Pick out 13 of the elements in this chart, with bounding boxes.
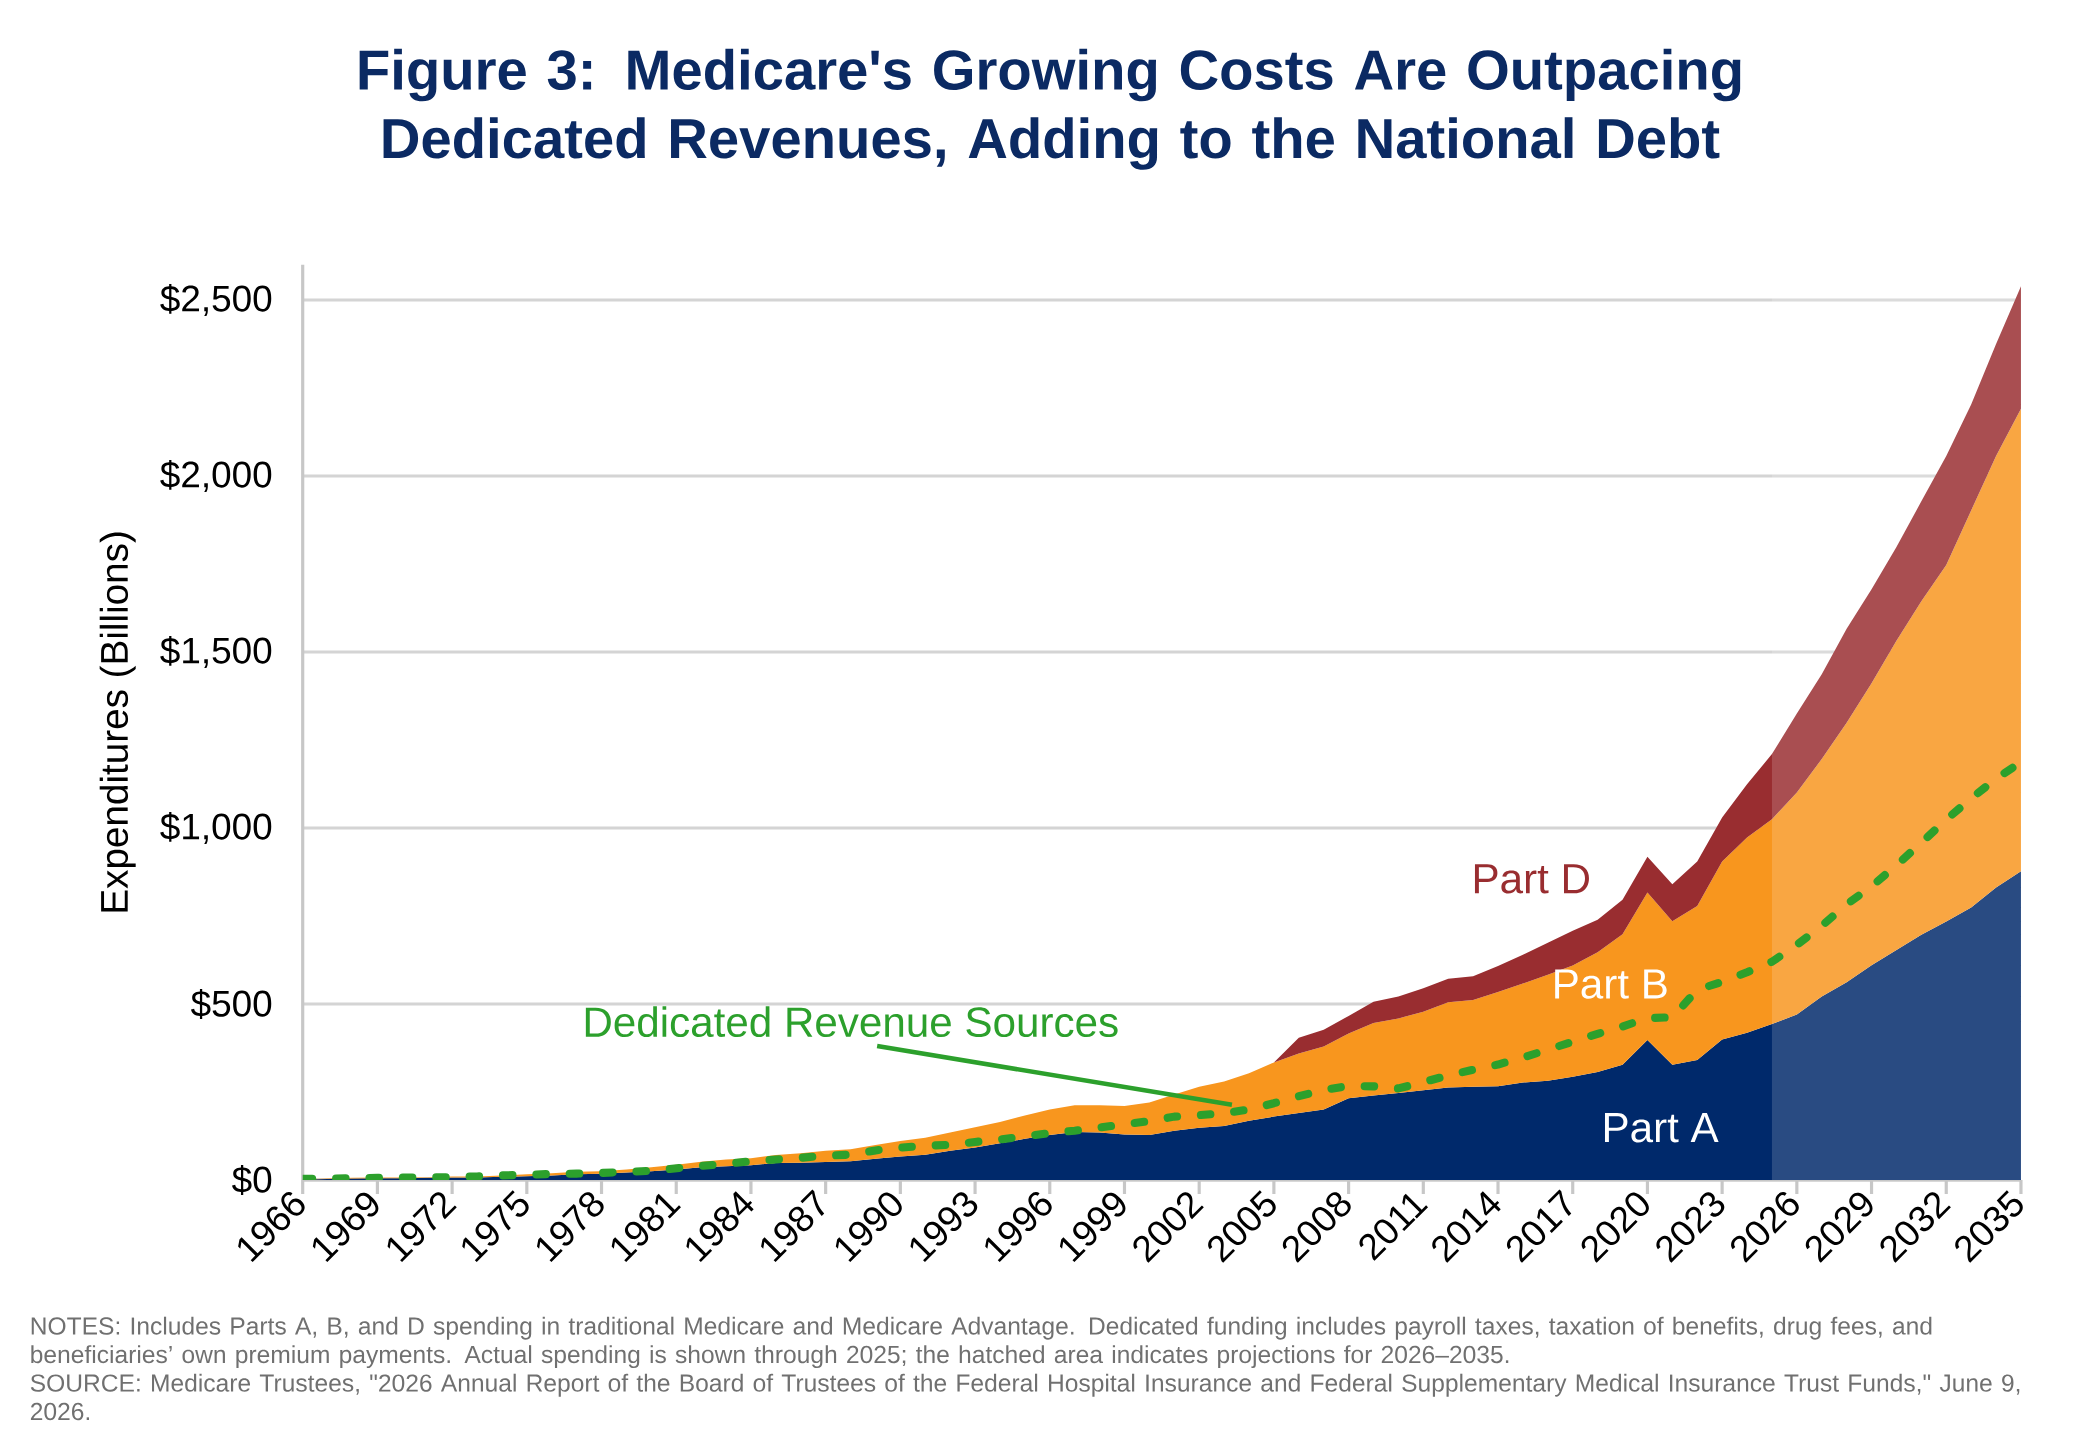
- chart-title: Figure 3: Medicare's Growing Costs Are Outpacing Dedicated Revenues, Adding to the National Debt: [359, 48, 1741, 170]
- y-axis-title: Expenditures (Billions): [99, 532, 136, 912]
- y-tick-label: $2,000: [160, 460, 272, 493]
- text: Dedicated Revenue Sources: [585, 1006, 1118, 1038]
- y-tick-label: $1,500: [160, 636, 272, 669]
- y-tick-label: $1,000: [160, 812, 272, 845]
- series-label: Part A: [1604, 1113, 1719, 1143]
- series-label: Part B: [1555, 969, 1667, 999]
- source-note: SOURCE: Medicare Trustees, "2026 Annual Report of the Board of Trustees of the Federal Hospital Insurance and Federal Supplementary Medical Insurance Trust Funds," June 9, 2026.: [30, 1373, 2020, 1421]
- text: NOTES: Includes Parts A, B, and D spending in traditional Medicare and Medicare Advantage. Dedicated funding includes payroll taxes, taxation of benefits, drug fees, and beneficiaries’ own premium payments. Actual spending is shown through 2025; the hatched area indicates projections for 2026–2035.: [31, 1316, 1932, 1369]
- series-label: Part D: [1474, 864, 1589, 894]
- y-tick-label: $2,500: [160, 284, 272, 317]
- y-tick-label: $500: [191, 989, 272, 1019]
